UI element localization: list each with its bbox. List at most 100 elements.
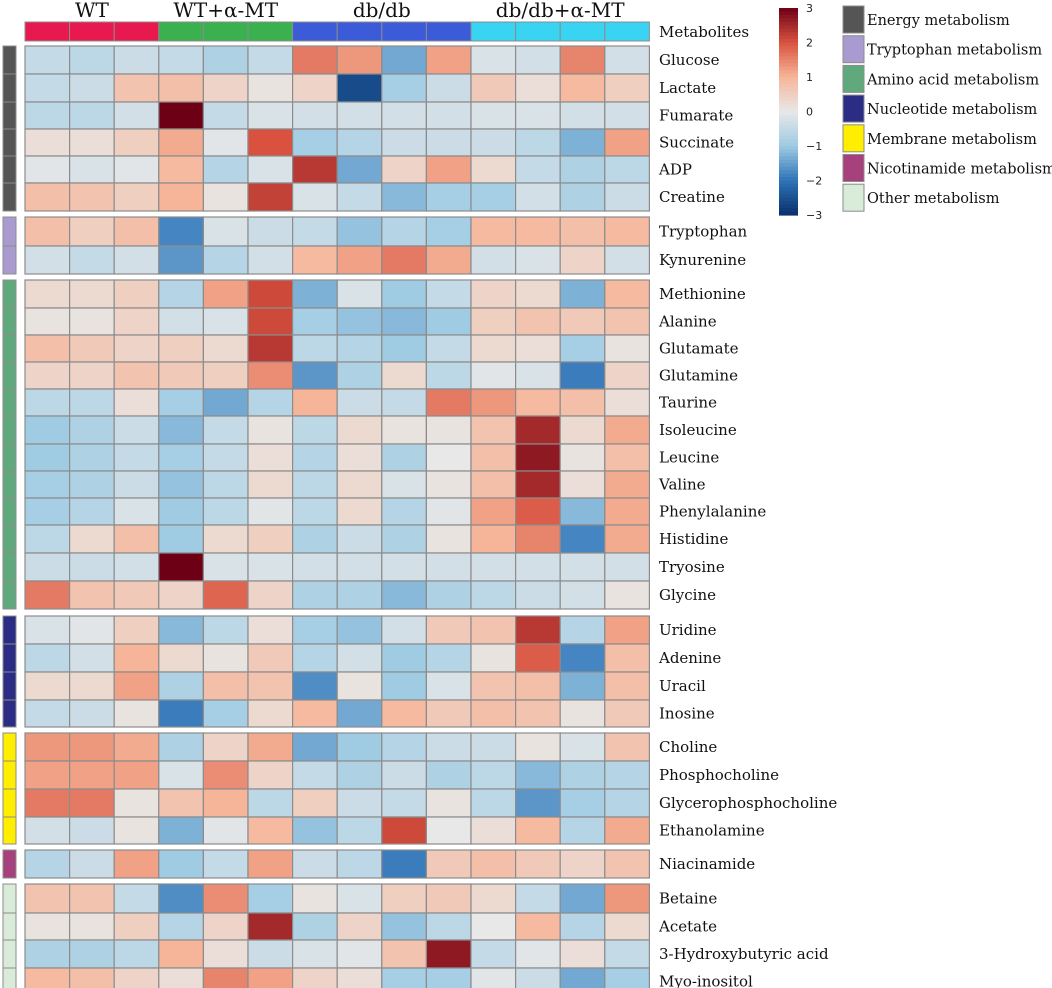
heatmap-cell bbox=[559, 699, 606, 728]
heatmap-cell bbox=[24, 615, 71, 645]
heatmap-cell bbox=[425, 334, 472, 363]
legend-label: Amino acid metabolism bbox=[866, 72, 1039, 88]
heatmap-cell bbox=[68, 470, 115, 499]
row-category-bar bbox=[2, 883, 17, 914]
legend-swatch bbox=[842, 94, 865, 123]
color-scale-tick-label: 2 bbox=[806, 37, 813, 50]
heatmap-cell bbox=[470, 552, 517, 582]
heatmap-cell bbox=[292, 699, 338, 728]
heatmap-cell bbox=[292, 939, 338, 969]
heatmap-cell bbox=[202, 788, 249, 818]
heatmap-cell bbox=[470, 849, 517, 879]
heatmap-cell bbox=[292, 497, 338, 526]
color-scale-segment bbox=[779, 163, 798, 168]
row-category-bar bbox=[2, 699, 17, 728]
color-scale-segment bbox=[779, 104, 798, 109]
heatmap-cell bbox=[113, 279, 160, 309]
heatmap-cell bbox=[425, 182, 472, 212]
heatmap-cell bbox=[425, 245, 472, 275]
group-color-bar-2 bbox=[202, 21, 249, 42]
heatmap-cell bbox=[202, 699, 249, 728]
heatmap-cell bbox=[158, 497, 205, 526]
heatmap-cell bbox=[68, 216, 115, 247]
heatmap-cell bbox=[425, 580, 472, 610]
heatmap-cell bbox=[425, 732, 472, 762]
heatmap-cell bbox=[470, 443, 517, 472]
heatmap-cell bbox=[68, 101, 115, 130]
heatmap-cell bbox=[113, 967, 160, 988]
heatmap-cell bbox=[292, 552, 338, 582]
heatmap-cell bbox=[559, 497, 606, 526]
heatmap-cell bbox=[158, 967, 205, 988]
group-color-bar-4 bbox=[559, 21, 606, 42]
heatmap-cell bbox=[202, 732, 249, 762]
heatmap-cell bbox=[158, 849, 205, 879]
heatmap-cell bbox=[425, 101, 472, 130]
heatmap-cell bbox=[336, 128, 383, 157]
heatmap-cell bbox=[247, 216, 294, 247]
color-scale-segment bbox=[779, 45, 798, 50]
heatmap-cell bbox=[604, 912, 650, 941]
heatmap-cell bbox=[158, 643, 205, 673]
color-scale-segment bbox=[779, 14, 798, 19]
heatmap-cell bbox=[113, 699, 160, 728]
color-scale-segment bbox=[779, 49, 798, 54]
group-title: WT bbox=[75, 0, 110, 22]
heatmap-cell bbox=[381, 580, 427, 610]
color-scale-segment bbox=[779, 25, 798, 30]
color-scale-tick-label: −3 bbox=[806, 209, 822, 222]
color-scale-segment bbox=[779, 77, 798, 82]
heatmap-cell bbox=[247, 155, 294, 184]
heatmap-cell bbox=[336, 73, 383, 103]
heatmap-cell bbox=[381, 470, 427, 499]
color-scale-segment bbox=[779, 108, 798, 113]
color-scale-segment bbox=[779, 156, 798, 161]
legend-swatch bbox=[842, 124, 865, 153]
color-scale-segment bbox=[779, 83, 798, 88]
row-label: Leucine bbox=[659, 449, 719, 467]
heatmap-cell bbox=[336, 279, 383, 309]
heatmap-cell bbox=[158, 101, 205, 130]
heatmap-cell bbox=[425, 128, 472, 157]
heatmap-cell bbox=[470, 615, 517, 645]
group-color-bar-4 bbox=[515, 21, 561, 42]
heatmap-cell bbox=[68, 552, 115, 582]
row-category-bar bbox=[2, 552, 17, 582]
color-scale-segment bbox=[779, 114, 798, 119]
heatmap-cell bbox=[68, 788, 115, 818]
row-label: Acetate bbox=[658, 918, 717, 936]
heatmap-cell bbox=[202, 388, 249, 417]
heatmap-cell bbox=[381, 361, 427, 390]
heatmap-cell bbox=[336, 732, 383, 762]
heatmap-cell bbox=[336, 580, 383, 610]
heatmap-cell bbox=[559, 245, 606, 275]
heatmap-cell bbox=[202, 580, 249, 610]
color-scale-segment bbox=[779, 128, 798, 133]
heatmap-cell bbox=[425, 816, 472, 845]
row-label: Taurine bbox=[659, 394, 717, 412]
heatmap-cell bbox=[514, 524, 561, 554]
heatmap-cell bbox=[336, 216, 383, 247]
heatmap-cell bbox=[514, 182, 561, 212]
heatmap-cell bbox=[202, 45, 249, 75]
heatmap-cell bbox=[68, 245, 115, 275]
heatmap-cell bbox=[113, 128, 160, 157]
heatmap-cell bbox=[202, 939, 249, 969]
color-scale-segment bbox=[779, 11, 798, 16]
heatmap-cell bbox=[425, 699, 472, 728]
heatmap-cell bbox=[24, 849, 71, 879]
heatmap-cell bbox=[425, 643, 472, 673]
heatmap-cell bbox=[425, 470, 472, 499]
heatmap-cell bbox=[292, 788, 338, 818]
heatmap-cell bbox=[247, 128, 294, 157]
heatmap-cell bbox=[425, 497, 472, 526]
row-category-bar bbox=[2, 967, 17, 988]
heatmap-cell bbox=[202, 334, 249, 363]
color-scale-segment bbox=[779, 208, 798, 213]
row-category-bar bbox=[2, 279, 17, 309]
row-label: Succinate bbox=[659, 134, 734, 152]
heatmap-cell bbox=[202, 155, 249, 184]
heatmap-cell bbox=[247, 45, 294, 75]
row-label: Methionine bbox=[659, 285, 746, 303]
